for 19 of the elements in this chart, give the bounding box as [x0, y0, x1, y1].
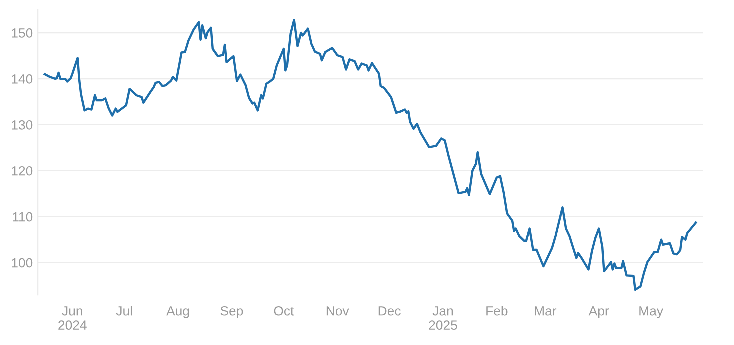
- x-tick-label: Nov: [326, 306, 350, 316]
- y-tick-label: 150: [12, 28, 33, 38]
- y-tick-label: 100: [12, 258, 33, 268]
- x-tick-label: Feb: [486, 306, 508, 316]
- line-series: [44, 19, 698, 292]
- x-tick-label: Jul: [116, 306, 132, 316]
- x-tick-label: Apr: [588, 306, 610, 318]
- x-tick-label: Mar: [535, 306, 557, 316]
- y-tick-label: 110: [13, 212, 33, 222]
- x-tick-label: Dec: [378, 306, 401, 316]
- x-tick-label: Sep: [220, 306, 244, 318]
- x-tick-label: May: [640, 306, 664, 318]
- y-tick-label: 120: [12, 166, 33, 176]
- y-tick-label: 130: [12, 120, 33, 130]
- x-tick-label: Oct: [274, 306, 294, 316]
- x-tick-label: Jun 2024: [58, 306, 87, 330]
- x-tick-label: Aug: [166, 306, 190, 318]
- x-tick-label: Jan 2025: [429, 306, 458, 330]
- y-tick-label: 140: [12, 74, 33, 84]
